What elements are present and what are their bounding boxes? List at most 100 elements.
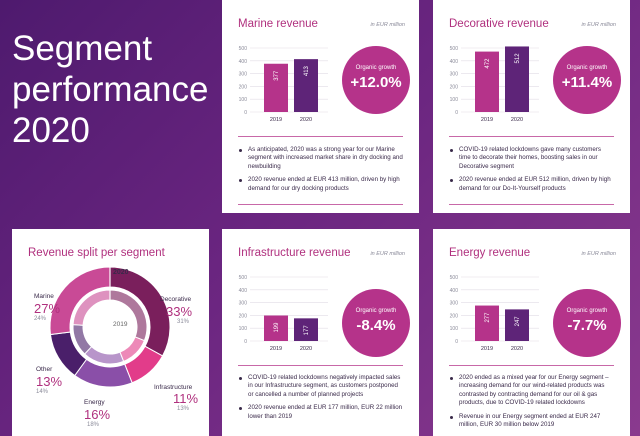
card-title: Decorative revenue xyxy=(449,18,549,30)
bar-value-label: 512 xyxy=(515,53,521,64)
divider xyxy=(238,136,403,137)
bar-value-label: 199 xyxy=(274,322,280,333)
y-tick-label: 500 xyxy=(239,275,248,281)
infrastructure-card: Infrastructure revenue in EUR million 0 1… xyxy=(222,229,419,436)
bullet-item: 2020 revenue ended at EUR 413 million, d… xyxy=(238,176,403,193)
unit-label: in EUR million xyxy=(370,251,405,257)
y-tick-label: 500 xyxy=(450,275,459,281)
bar-2019 xyxy=(264,315,288,341)
page-title: Segment performance 2020 xyxy=(12,29,209,150)
divider xyxy=(238,204,403,205)
growth-value: -8.4% xyxy=(356,317,396,334)
segment-label-marine: Marine xyxy=(34,293,54,300)
growth-value: -7.7% xyxy=(567,317,607,334)
x-tick-label: 2019 xyxy=(270,346,282,352)
energy-bar-chart: 0 100 200 300 400 500 277 2019 247 2020 xyxy=(450,275,539,352)
segment-pct-energy: 16% xyxy=(84,407,111,422)
y-tick-label: 500 xyxy=(450,46,459,52)
y-tick-label: 0 xyxy=(244,110,247,116)
y-tick-label: 400 xyxy=(239,288,248,294)
y-tick-label: 400 xyxy=(239,59,248,65)
revenue-donut-chart xyxy=(49,265,171,388)
year-label-2019: 2019 xyxy=(113,321,128,328)
unit-label: in EUR million xyxy=(581,251,616,257)
bullet-item: As anticipated, 2020 was a strong year f… xyxy=(238,146,403,171)
decorative-bar-chart: 0 100 200 300 400 500 472 2019 512 2020 xyxy=(450,46,539,123)
growth-bubble: Organic growth +12.0% xyxy=(342,46,410,114)
bar-value-label: 377 xyxy=(274,70,280,81)
y-tick-label: 200 xyxy=(239,84,248,90)
infrastructure-bar-chart: 0 100 200 300 400 500 199 2019 177 2020 xyxy=(239,275,328,352)
bullet-item: Revenue in our Energy segment ended at E… xyxy=(449,413,614,430)
bullet-list: COVID-19 related lockdowns gave many cus… xyxy=(449,146,614,198)
segment-prev-marine: 24% xyxy=(34,316,47,322)
segment-pct-infrastructure: 11% xyxy=(173,391,199,406)
growth-bubble: Organic growth -8.4% xyxy=(342,289,410,357)
year-label-2020: 2020 xyxy=(113,269,129,276)
card-title: Energy revenue xyxy=(449,247,531,259)
bullet-item: COVID-19 related lockdowns gave many cus… xyxy=(449,146,614,171)
y-tick-label: 200 xyxy=(450,313,459,319)
energy-card: Energy revenue in EUR million 0 100 200 300… xyxy=(433,229,630,436)
x-tick-label: 2020 xyxy=(511,117,523,123)
growth-bubble: Organic growth +11.4% xyxy=(553,46,621,114)
divider xyxy=(449,204,614,205)
growth-label: Organic growth xyxy=(566,65,608,71)
bar-2020 xyxy=(505,46,529,112)
bar-value-label: 413 xyxy=(304,65,310,76)
growth-value: +11.4% xyxy=(561,74,613,91)
segment-pct-decorative: 33% xyxy=(166,304,193,319)
segment-prev-other: 14% xyxy=(36,389,49,395)
y-tick-label: 0 xyxy=(455,110,458,116)
bullet-item: 2020 ended as a mixed year for our Energ… xyxy=(449,374,614,408)
segment-prev-energy: 18% xyxy=(87,422,100,428)
y-tick-label: 400 xyxy=(450,59,459,65)
x-tick-label: 2019 xyxy=(481,346,493,352)
segment-prev-decorative: 31% xyxy=(177,319,190,325)
divider xyxy=(449,365,614,366)
y-tick-label: 0 xyxy=(455,339,458,345)
growth-value: +12.0% xyxy=(350,74,402,91)
x-tick-label: 2019 xyxy=(481,117,493,123)
y-tick-label: 400 xyxy=(450,288,459,294)
bar-value-label: 277 xyxy=(485,312,491,323)
y-tick-label: 100 xyxy=(450,97,459,103)
growth-label: Organic growth xyxy=(355,65,397,71)
y-tick-label: 300 xyxy=(450,301,459,307)
card-title: Marine revenue xyxy=(238,18,318,30)
y-tick-label: 100 xyxy=(239,97,248,103)
segment-label-other: Other xyxy=(36,366,53,373)
divider xyxy=(449,136,614,137)
bullet-item: 2020 revenue ended at EUR 177 million, E… xyxy=(238,404,403,421)
bar-2020 xyxy=(294,59,318,112)
segment-pct-other: 13% xyxy=(36,374,63,389)
bullet-item: COVID-19 related lockdowns negatively im… xyxy=(238,374,403,399)
bar-value-label: 472 xyxy=(485,58,491,69)
bar-value-label: 177 xyxy=(304,325,310,336)
bar-2020 xyxy=(505,309,529,341)
decorative-card: Decorative revenue in EUR million 0 100 20… xyxy=(433,0,630,213)
card-title: Revenue split per segment xyxy=(28,247,165,259)
x-tick-label: 2020 xyxy=(300,117,312,123)
revenue-split-card: Revenue split per segment Marine 27% 24%… xyxy=(12,229,209,436)
bullet-list: 2020 ended as a mixed year for our Energ… xyxy=(449,374,614,434)
bar-2019 xyxy=(264,63,288,112)
marine-card: Marine revenue in EUR million 0 100 200 300… xyxy=(222,0,419,213)
y-tick-label: 200 xyxy=(239,313,248,319)
bullet-item: 2020 revenue ended at EUR 512 million, d… xyxy=(449,176,614,193)
segment-label-energy: Energy xyxy=(84,399,105,406)
bar-2020 xyxy=(294,318,318,341)
segment-label-decorative: Decorative xyxy=(160,296,192,303)
y-tick-label: 100 xyxy=(450,326,459,332)
y-tick-label: 200 xyxy=(450,84,459,90)
segment-pct-marine: 27% xyxy=(34,301,61,316)
growth-label: Organic growth xyxy=(355,308,397,314)
bar-value-label: 247 xyxy=(515,316,521,327)
growth-bubble: Organic growth -7.7% xyxy=(553,289,621,357)
segment-label-infrastructure: Infrastructure xyxy=(154,384,193,391)
unit-label: in EUR million xyxy=(581,22,616,28)
y-tick-label: 0 xyxy=(244,339,247,345)
card-title: Infrastructure revenue xyxy=(238,247,351,259)
growth-label: Organic growth xyxy=(566,308,608,314)
x-tick-label: 2019 xyxy=(270,117,282,123)
